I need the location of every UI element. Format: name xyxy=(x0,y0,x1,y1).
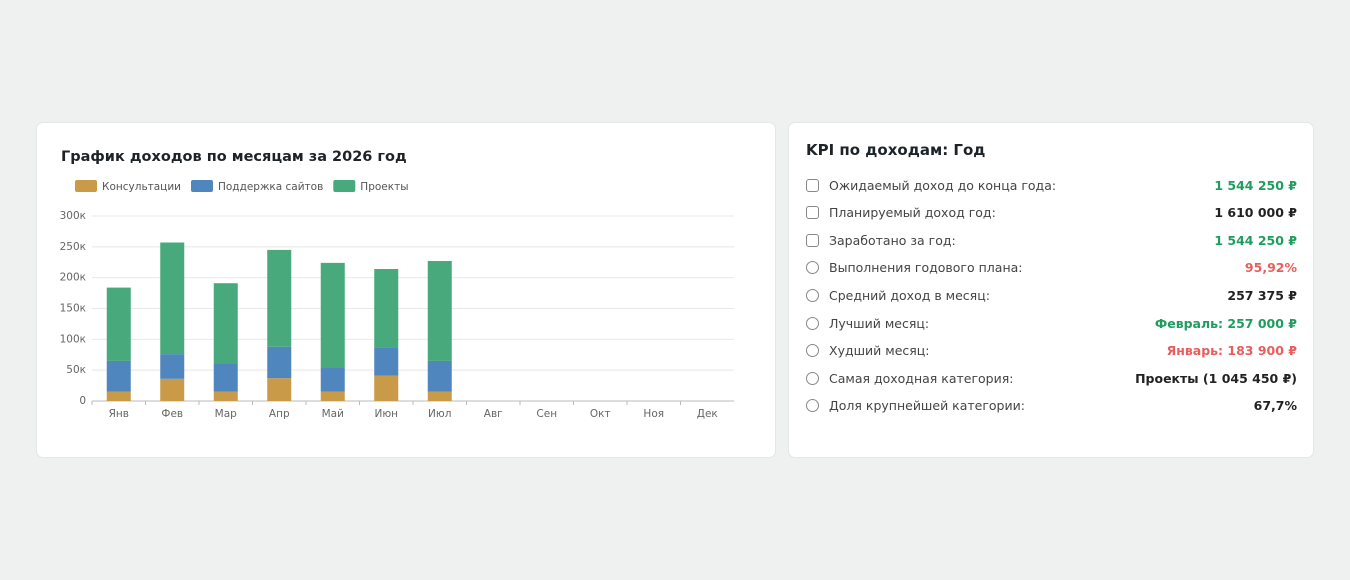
kpi-row: Заработано за год: 1 544 250 ₽ xyxy=(806,230,1297,250)
kpi-label: Доля крупнейшей категории: xyxy=(829,398,1025,414)
kpi-row: Самая доходная категория: Проекты (1 045 … xyxy=(806,368,1297,388)
y-tick-label: 250к xyxy=(60,241,86,253)
kpi-icon xyxy=(806,399,819,413)
x-tick-label: Июн xyxy=(374,408,398,420)
kpi-label: Ожидаемый доход до конца года: xyxy=(829,177,1057,193)
x-tick-label: Авг xyxy=(484,408,503,420)
kpi-value: 1 544 250 ₽ xyxy=(1214,177,1297,193)
bar-segment xyxy=(160,242,185,355)
kpi-row: Худший месяц: Январь: 183 900 ₽ xyxy=(806,341,1297,361)
kpi-label: Средний доход в месяц: xyxy=(829,287,990,303)
kpi-card: KPI по доходам: Год Ожидаемый доход до к… xyxy=(789,123,1313,457)
kpi-icon xyxy=(806,316,819,330)
y-tick-label: 50к xyxy=(66,364,86,376)
kpi-row: Доля крупнейшей категории: 67,7% xyxy=(806,396,1297,416)
y-tick-label: 300к xyxy=(60,210,86,222)
x-tick-label: Фев xyxy=(161,408,183,420)
kpi-icon xyxy=(806,178,819,192)
y-tick-label: 150к xyxy=(60,303,86,315)
chart-card: График доходов по месяцам за 2026 год Ко… xyxy=(37,123,775,457)
legend-swatch xyxy=(190,180,213,192)
kpi-label: Лучший месяц: xyxy=(829,315,930,331)
kpi-label: Заработано за год: xyxy=(829,232,956,248)
bar-segment xyxy=(267,378,292,401)
bar-segment xyxy=(320,367,345,392)
kpi-value: 67,7% xyxy=(1253,398,1297,414)
chart-title: График доходов по месяцам за 2026 год xyxy=(61,149,407,165)
x-tick-label: Ноя xyxy=(643,408,664,420)
y-tick-label: 200к xyxy=(60,272,86,284)
kpi-value: Февраль: 257 000 ₽ xyxy=(1154,315,1297,331)
kpi-row: Средний доход в месяц: 257 375 ₽ xyxy=(806,285,1297,305)
bar-segment xyxy=(320,391,345,401)
bar-segment xyxy=(106,391,131,401)
legend-swatch xyxy=(333,180,356,192)
legend-label: Проекты xyxy=(360,181,408,193)
x-tick-label: Апр xyxy=(269,408,290,420)
x-tick-label: Май xyxy=(322,408,344,420)
bar-segment xyxy=(213,283,238,364)
y-tick-label: 0 xyxy=(79,395,86,407)
kpi-label: Выполнения годового плана: xyxy=(829,260,1023,276)
bar-segment xyxy=(106,287,131,361)
kpi-label: Планируемый доход год: xyxy=(829,205,996,221)
legend-label: Консультации xyxy=(102,181,181,193)
x-tick-label: Янв xyxy=(109,408,129,420)
bar-segment xyxy=(374,347,399,376)
kpi-icon xyxy=(806,288,819,302)
kpi-label: Самая доходная категория: xyxy=(829,370,1014,386)
kpi-value: 1 610 000 ₽ xyxy=(1214,205,1297,221)
kpi-label: Худший месяц: xyxy=(829,343,930,359)
x-tick-label: Окт xyxy=(590,408,611,420)
kpi-value: 257 375 ₽ xyxy=(1227,287,1297,303)
bar-segment xyxy=(160,354,185,379)
chart: График доходов по месяцам за 2026 год Ко… xyxy=(60,149,734,420)
bar-segment xyxy=(267,249,292,347)
kpi-row: Выполнения годового плана: 95,92% xyxy=(806,258,1297,278)
kpi-value: 1 544 250 ₽ xyxy=(1214,232,1297,248)
kpi-value: 95,92% xyxy=(1244,260,1297,276)
y-tick-label: 100к xyxy=(60,333,86,345)
kpi-icon xyxy=(806,233,819,247)
kpi-icon xyxy=(806,371,819,385)
x-tick-label: Мар xyxy=(215,408,237,420)
kpi-icon xyxy=(806,206,819,220)
kpi-row: Ожидаемый доход до конца года: 1 544 250 … xyxy=(806,175,1297,195)
bar-segment xyxy=(427,360,452,392)
kpi-value: Проекты (1 045 450 ₽) xyxy=(1135,370,1297,386)
bar-segment xyxy=(374,375,399,401)
bar-segment xyxy=(213,364,238,392)
kpi-icon xyxy=(806,261,819,275)
bar-segment xyxy=(427,391,452,401)
kpi-value: Январь: 183 900 ₽ xyxy=(1166,343,1297,359)
bar-segment xyxy=(106,360,131,392)
x-tick-label: Сен xyxy=(536,408,557,420)
bar-segment xyxy=(160,378,185,401)
bar-segment xyxy=(427,261,452,361)
legend-label: Поддержка сайтов xyxy=(218,181,323,193)
kpi-row: Планируемый доход год: 1 610 000 ₽ xyxy=(806,203,1297,223)
x-tick-label: Дек xyxy=(697,408,718,420)
kpi-row: Лучший месяц: Февраль: 257 000 ₽ xyxy=(806,313,1297,333)
x-tick-label: Июл xyxy=(428,408,451,420)
bar-segment xyxy=(320,262,345,368)
kpi-icon xyxy=(806,344,819,358)
bar-segment xyxy=(374,269,399,348)
bar-segment xyxy=(267,346,292,379)
bar-segment xyxy=(213,391,238,401)
legend-swatch xyxy=(75,180,97,192)
kpi-title: KPI по доходам: Год xyxy=(806,141,986,159)
